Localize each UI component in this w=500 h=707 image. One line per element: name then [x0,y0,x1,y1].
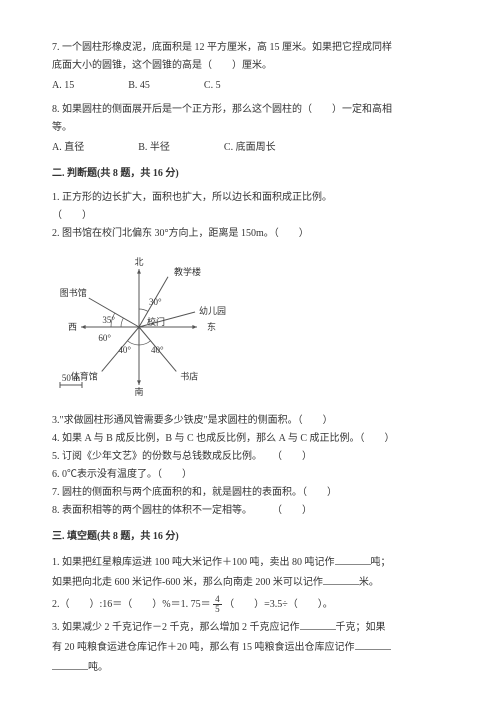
svg-text:东: 东 [207,321,216,332]
q7-line2: 底面大小的圆锥，这个圆锥的高是（ ）厘米。 [52,58,452,74]
svg-text:西: 西 [68,322,77,332]
s3q1-l1: 1. 如果把红星粮库运进 100 吨大米记作＋100 吨，卖出 80 吨记作 吨； [52,553,452,571]
s3q2: 2.（ ）:16＝（ ）%＝1. 75＝ 45 （ ）=3.5÷（ ）。 [52,595,452,614]
s2q5: 5. 订阅《少年文艺》的份数与总钱数成反比例。 （ ） [52,449,452,465]
q8-line1: 8. 如果圆柱的侧面展开后是一个正方形，那么这个圆柱的（ ）一定和高相 [52,102,452,118]
section2-title: 二. 判断题(共 8 题，共 16 分) [52,166,452,182]
svg-text:校门: 校门 [147,316,165,327]
svg-text:40°: 40° [118,345,131,355]
s3q1-l2: 如果把向北走 600 米记作-600 米，那么向南走 200 米可以记作 米。 [52,573,452,591]
section3-title: 三. 填空题(共 8 题，共 16 分) [52,529,452,545]
svg-text:教学楼: 教学楼 [174,266,201,277]
s3q1-l1-text: 1. 如果把红星粮库运进 100 吨大米记作＋100 吨，卖出 80 吨记作 [52,557,335,568]
s2q2: 2. 图书馆在校门北偏东 30°方向上，距离是 150m。（ ） [52,226,452,242]
q8-opt-c: C. 底面周长 [224,140,276,156]
blank [52,658,88,670]
s2q4: 4. 如果 A 与 B 成反比例，B 与 C 也成反比例，那么 A 与 C 成正… [52,431,452,447]
svg-text:书店: 书店 [180,370,198,381]
s3q1-l2-end: 米。 [359,577,379,588]
fraction: 45 [213,595,222,614]
svg-text:50 m: 50 m [62,373,80,383]
s3q3-l1: 3. 如果减少 2 千克记作－2 千克，那么增加 2 千克应记作 千克；如果 [52,618,452,636]
svg-text:南: 南 [134,386,143,397]
svg-text:40°: 40° [151,345,164,355]
s3q1-l2-text: 如果把向北走 600 米记作-600 米，那么向南走 200 米可以记作 [52,577,323,588]
s3q2-post: （ ）=3.5÷（ ）。 [222,599,333,610]
q7-options: A. 15 B. 45 C. 5 [52,78,452,94]
q7-opt-b: B. 45 [128,78,150,94]
q7-opt-c: C. 5 [204,78,221,94]
s3q3-l3: 吨。 [52,658,452,676]
q8-opt-a: A. 直径 [52,140,84,156]
svg-text:幼儿园: 幼儿园 [199,305,226,316]
blank [323,573,359,585]
svg-text:30°: 30° [149,297,162,307]
s3q2-pre: 2.（ ）:16＝（ ）%＝1. 75＝ [52,599,213,610]
blank [355,638,391,650]
s2q1-l1: 1. 正方形的边长扩大，面积也扩大，所以边长和面积成正比例。 [52,190,452,206]
s2q6: 6. 0℃表示没有温度了。（ ） [52,467,452,483]
s3q3-l1-text: 3. 如果减少 2 千克记作－2 千克，那么增加 2 千克应记作 [52,622,300,633]
s2q7: 7. 圆柱的侧面积与两个底面积的和，就是圆柱的表面积。（ ） [52,485,452,501]
svg-text:60°: 60° [98,333,111,343]
q7-opt-a: A. 15 [52,78,74,94]
blank [335,553,371,565]
s2q8: 8. 表面积相等的两个圆柱的体积不一定相等。 （ ） [52,503,452,519]
s2q3: 3."求做圆柱形通风管需要多少铁皮"是求圆柱的侧面积。（ ） [52,413,452,429]
compass-diagram: 北南东西教学楼图书馆幼儿园体育馆书店校门30°35°60°40°40°50 m [52,250,452,405]
q8-line2: 等。 [52,120,452,136]
svg-text:图书馆: 图书馆 [60,287,87,298]
q8-opt-b: B. 半径 [138,140,170,156]
s3q3-l1-end: 千克；如果 [336,622,386,633]
svg-text:北: 北 [134,257,143,267]
s3q3-l3-text: 吨。 [88,662,108,673]
q7-line1: 7. 一个圆柱形橡皮泥，底面积是 12 平方厘米，高 15 厘米。如果把它捏成同… [52,40,452,56]
blank [300,618,336,630]
s3q1-l1-end: 吨； [371,557,391,568]
s3q3-l2: 有 20 吨粮食运进仓库记作＋20 吨，那么有 15 吨粮食运出仓库应记作 [52,638,452,656]
q8-options: A. 直径 B. 半径 C. 底面周长 [52,140,452,156]
fraction-den: 5 [213,605,222,614]
s2q1-l2: （ ） [52,208,452,224]
svg-text:35°: 35° [102,315,115,325]
s3q3-l2-text: 有 20 吨粮食运进仓库记作＋20 吨，那么有 15 吨粮食运出仓库应记作 [52,642,355,653]
